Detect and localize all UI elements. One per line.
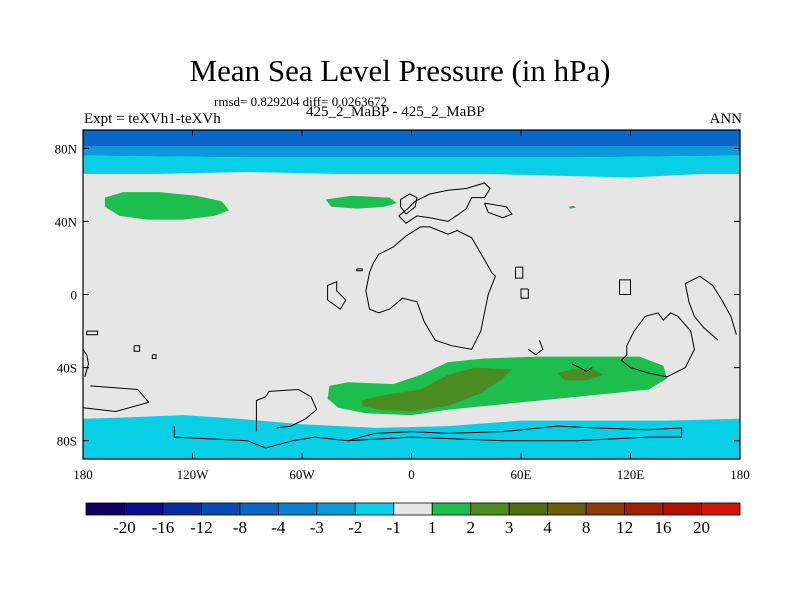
experiment-label: Expt = teXVh1-teXVh [84, 111, 221, 127]
colorbar-box [354, 502, 395, 516]
season-label: ANN [709, 111, 743, 127]
coastline-8 [347, 425, 683, 442]
colorbar-box [201, 502, 241, 516]
coastline-6 [173, 426, 348, 449]
coastline-4 [151, 354, 157, 359]
colorbar-box [662, 502, 702, 516]
colorbar-box [277, 502, 318, 516]
y-tick-label: 80S [57, 434, 77, 449]
region-positive-1-2-north-atlantic [325, 195, 397, 209]
colorbar-label: -3 [310, 518, 324, 537]
colorbar-box [393, 502, 433, 516]
coastline-16 [520, 288, 529, 299]
y-tick-label: 80N [55, 141, 78, 156]
colorbar-box [162, 502, 202, 516]
map-plot-area [82, 129, 741, 460]
colorbar-label: -4 [271, 518, 286, 537]
stats-label: rmsd= 0.829204 diff= 0.0263672 [214, 94, 387, 109]
coastline-21 [685, 275, 737, 335]
colorbar-label: 20 [693, 518, 710, 537]
colorbar-box [431, 502, 472, 516]
colorbar-label: -1 [387, 518, 401, 537]
region-positive-2-3-indian-ocean [557, 369, 604, 381]
coastline-3 [133, 345, 141, 352]
x-tick-label: 180 [73, 467, 93, 482]
region-positive-1-2-asia [568, 205, 576, 209]
colorbar-box [316, 502, 356, 516]
colorbar-label: 16 [655, 518, 672, 537]
x-tick-label: 60W [289, 467, 315, 482]
colorbar-box [124, 502, 164, 516]
colorbar-label: -16 [152, 518, 175, 537]
coastline-10 [356, 268, 363, 272]
region-positive-2-3-south-atlantic [362, 367, 512, 412]
y-tick-label: 0 [71, 288, 78, 303]
coastline-12 [398, 182, 491, 224]
axis-ticks: 180 120W 60W 0 60E 120E 180 80N 40N 0 40S 80S [55, 130, 750, 482]
coastline-13 [400, 193, 418, 215]
colorbar-label: -2 [348, 518, 362, 537]
region-north-polar-band-2 [83, 146, 740, 158]
region-north-polar-band-1 [83, 130, 740, 147]
colorbar: -20 -16 -12 -8 -4 -3 -2 -1 1 2 3 4 8 12 16 20 [85, 502, 741, 537]
y-tick-label: 40S [57, 361, 77, 376]
colorbar-box [547, 502, 587, 516]
chart-title: Mean Sea Level Pressure (in hPa) [189, 53, 611, 88]
x-tick-label: 120W [177, 467, 210, 482]
region-north-polar-band-3 [83, 155, 740, 178]
coastline-20 [620, 312, 695, 378]
y-tick-label: 40N [55, 214, 78, 229]
coastline-7 [255, 388, 318, 432]
x-tick-label: 180 [730, 467, 750, 482]
colorbar-label: 2 [466, 518, 475, 537]
colorbar-label: 3 [505, 518, 514, 537]
coastline-17 [527, 340, 544, 356]
colorbar-label: -8 [233, 518, 247, 537]
coastline-19 [619, 279, 631, 295]
colorbar-label: 12 [616, 518, 633, 537]
x-tick-label: 120E [617, 467, 645, 482]
colorbar-box [239, 502, 279, 516]
colorbar-box [624, 502, 664, 516]
colorbar-label: -12 [190, 518, 213, 537]
colorbar-box [508, 502, 549, 516]
coastline-5 [83, 385, 150, 413]
colorbar-box [701, 502, 741, 516]
coastline-18 [571, 363, 593, 372]
coastline-22 [684, 283, 719, 341]
experiment-name: 425_2_MaBP - 425_2_MaBP [306, 104, 485, 120]
colorbar-box [585, 502, 625, 516]
coastline-2 [86, 330, 99, 336]
coastline-1 [83, 349, 90, 377]
colorbar-box [85, 502, 125, 516]
colorbar-label: 4 [543, 518, 552, 537]
colorbar-label: -20 [113, 518, 136, 537]
x-tick-label: 0 [408, 467, 415, 482]
colorbar-label: 1 [428, 518, 437, 537]
coastline-15 [515, 266, 524, 279]
coastline-14 [484, 202, 513, 219]
coastline-11 [365, 226, 496, 350]
region-positive-1-2-north-pacific [104, 192, 229, 220]
coastline-9 [327, 280, 347, 310]
colorbar-box [470, 502, 510, 516]
colorbar-label: 8 [582, 518, 591, 537]
x-tick-label: 60E [511, 467, 532, 482]
